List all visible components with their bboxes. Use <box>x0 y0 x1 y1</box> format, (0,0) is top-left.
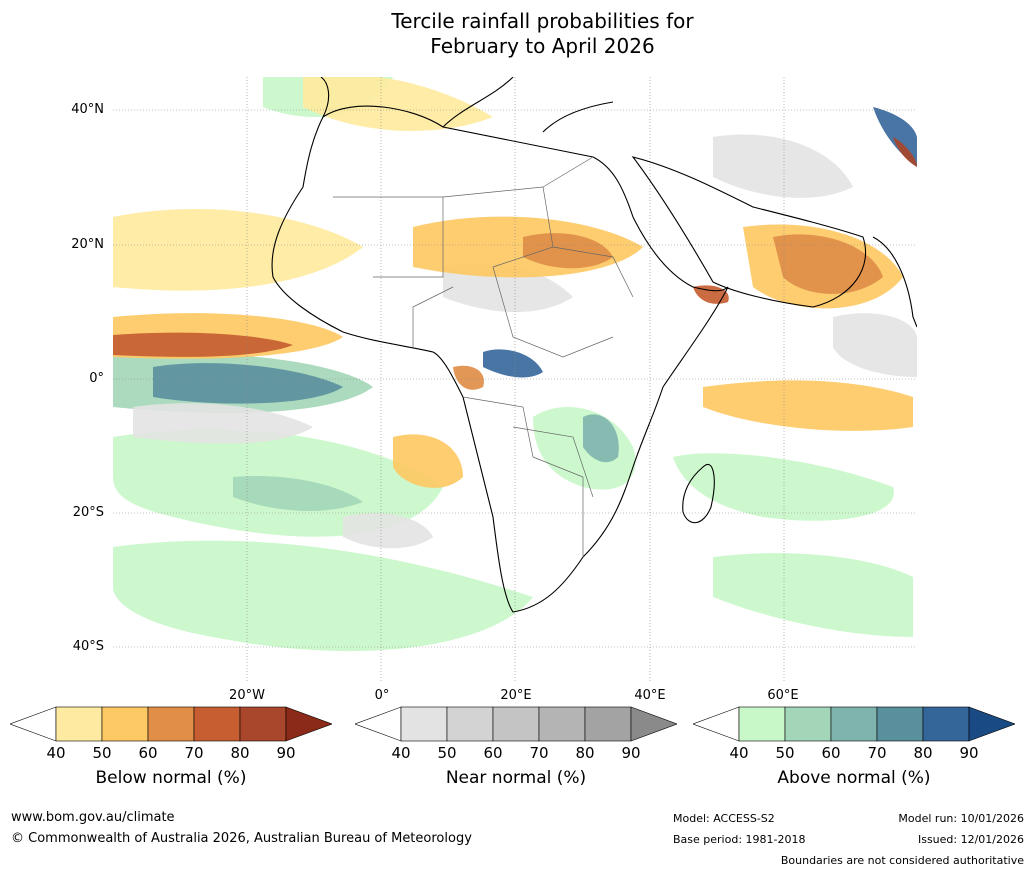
copyright-notice: © Commonwealth of Australia 2026, Austra… <box>11 831 472 846</box>
model-name: Model: ACCESS-S2 <box>673 812 775 825</box>
map-canvas <box>113 77 917 681</box>
colorbar-cell <box>584 706 632 742</box>
base-period: Base period: 1981-2018 <box>673 833 806 846</box>
europe-coastline <box>320 77 614 133</box>
colorbar-near-normal <box>355 706 677 742</box>
near-tick: 70 <box>529 744 549 762</box>
colorbar-below-normal <box>10 706 332 742</box>
lat-label-40s: 40°S <box>72 639 104 654</box>
below-tick: 70 <box>184 744 204 762</box>
colorbar-extend-high <box>285 706 332 742</box>
colorbar-cell <box>101 706 149 742</box>
lat-label-0: 0° <box>89 371 104 386</box>
colorbar-cell <box>147 706 195 742</box>
colorbar-extend-low <box>10 706 57 742</box>
colorbar-extend-low <box>693 706 740 742</box>
above-tick: 70 <box>867 744 887 762</box>
near-tick: 90 <box>621 744 641 762</box>
madagascar-coastline <box>682 464 715 524</box>
lon-label-60e: 60°E <box>767 688 799 703</box>
arabia-coastline <box>631 156 867 308</box>
colorbar-cell <box>400 706 448 742</box>
lon-label-20e: 20°E <box>500 688 532 703</box>
colorbar-cell <box>738 706 786 742</box>
colorbar-cell <box>239 706 287 742</box>
legend-title-below-normal: Below normal (%) <box>95 768 247 788</box>
colorbar-cell <box>492 706 540 742</box>
country-borders <box>333 156 634 557</box>
colorbar-cell <box>784 706 832 742</box>
boundaries-disclaimer: Boundaries are not considered authoritat… <box>780 854 1024 867</box>
map-title-line2: February to April 2026 <box>430 34 655 58</box>
below-tick: 90 <box>276 744 296 762</box>
colorbar-cell <box>922 706 970 742</box>
colorbar-cell <box>193 706 241 742</box>
colorbar-cell <box>538 706 586 742</box>
above-tick: 90 <box>959 744 979 762</box>
lon-label-0: 0° <box>374 688 390 703</box>
colorbar-extend-low <box>355 706 402 742</box>
near-tick: 80 <box>575 744 595 762</box>
model-run-date: Model run: 10/01/2026 <box>898 812 1024 825</box>
lat-label-20n: 20°N <box>71 237 104 252</box>
colorbar-cell <box>55 706 103 742</box>
lat-label-20s: 20°S <box>72 505 104 520</box>
lat-label-40n: 40°N <box>71 102 104 117</box>
rainfall-probability-map <box>113 77 917 681</box>
india-coastline <box>872 236 917 328</box>
colorbar-extend-high <box>630 706 677 742</box>
near-tick: 50 <box>437 744 457 762</box>
above-tick: 60 <box>821 744 841 762</box>
website-link[interactable]: www.bom.gov.au/climate <box>11 810 175 825</box>
above-tick: 40 <box>729 744 749 762</box>
colorbar-cell <box>876 706 924 742</box>
colorbar-cell <box>446 706 494 742</box>
below-tick: 80 <box>230 744 250 762</box>
colorbar-cell <box>830 706 878 742</box>
colorbar-extend-high <box>968 706 1015 742</box>
legend-title-near-normal: Near normal (%) <box>445 768 587 788</box>
graticule <box>113 77 917 681</box>
below-tick: 40 <box>46 744 66 762</box>
below-tick: 50 <box>92 744 112 762</box>
above-normal-patches <box>113 77 917 652</box>
below-normal-patches <box>113 77 917 488</box>
map-title-line1: Tercile rainfall probabilities for <box>391 9 694 33</box>
colorbar-above-normal <box>693 706 1015 742</box>
above-tick: 50 <box>775 744 795 762</box>
near-tick: 60 <box>483 744 503 762</box>
legend-title-above-normal: Above normal (%) <box>777 768 931 788</box>
near-tick: 40 <box>391 744 411 762</box>
below-tick: 60 <box>138 744 158 762</box>
lon-label-40e: 40°E <box>634 688 666 703</box>
lon-label-20w: 20°W <box>229 688 265 703</box>
above-tick: 80 <box>913 744 933 762</box>
africa-coastline <box>271 105 729 613</box>
issued-date: Issued: 12/01/2026 <box>917 833 1024 846</box>
